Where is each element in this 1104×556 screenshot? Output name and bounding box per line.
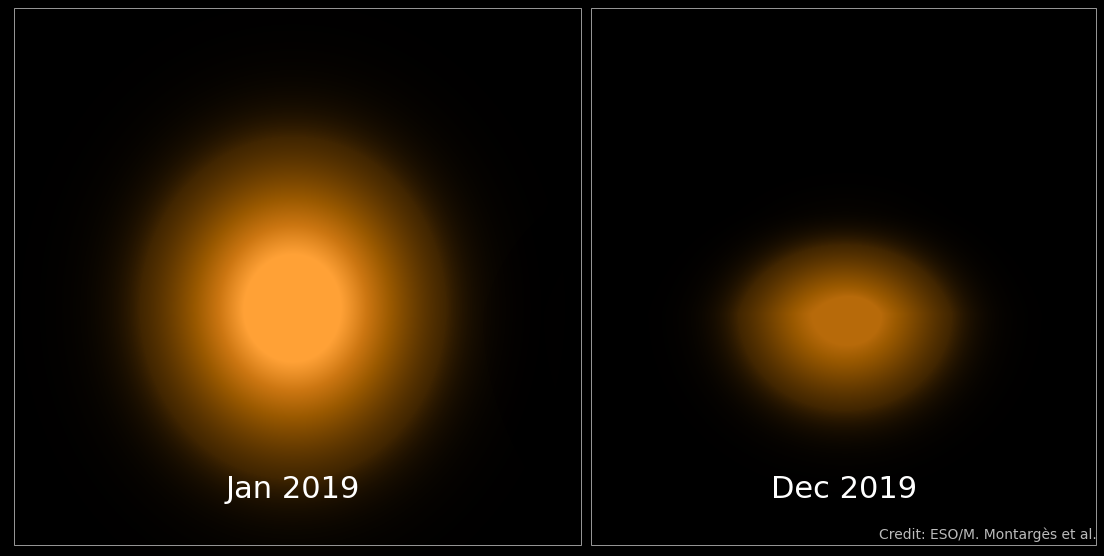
Text: Credit: ESO/M. Montargès et al.: Credit: ESO/M. Montargès et al. bbox=[879, 528, 1096, 542]
Text: Jan 2019: Jan 2019 bbox=[225, 475, 360, 504]
Text: Dec 2019: Dec 2019 bbox=[772, 475, 917, 504]
Bar bbox=[14, 8, 581, 545]
Bar bbox=[591, 8, 1096, 545]
